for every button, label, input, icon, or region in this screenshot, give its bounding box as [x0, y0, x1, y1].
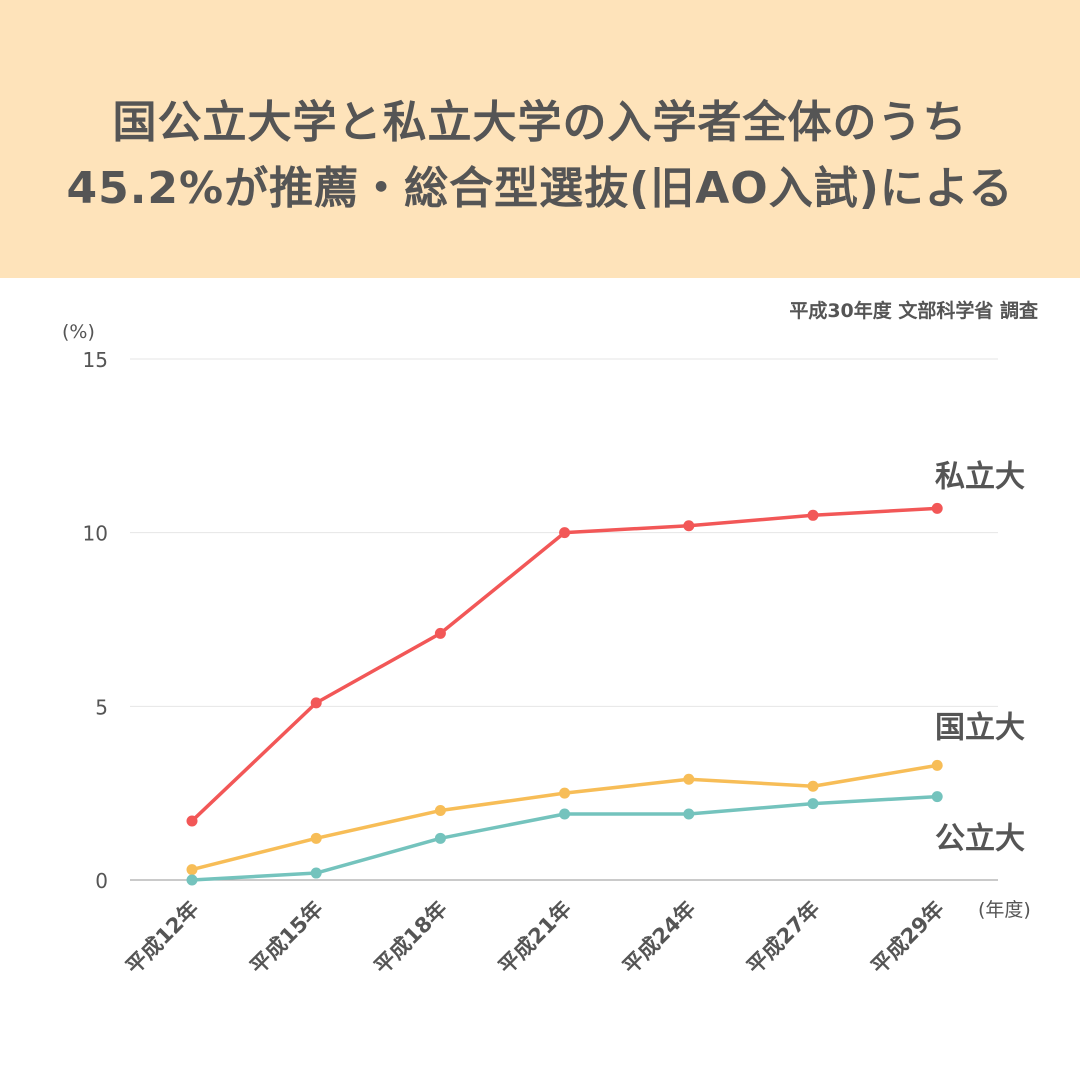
- data-point: [186, 815, 198, 827]
- series-0: [186, 502, 943, 827]
- chart-title-line-1: 国公立大学と私立大学の入学者全体のうち: [112, 97, 968, 148]
- data-point: [683, 773, 695, 785]
- data-point: [186, 864, 198, 876]
- x-tick-label: 平成18年: [370, 897, 452, 979]
- x-tick-label: 平成21年: [494, 897, 576, 979]
- data-point: [683, 808, 695, 820]
- data-point: [186, 874, 198, 886]
- series-2: [186, 791, 943, 886]
- data-point: [310, 832, 322, 844]
- x-tick-label: 平成24年: [618, 897, 700, 979]
- data-point: [807, 798, 819, 810]
- series-label: 国立大: [935, 710, 1025, 745]
- data-point: [807, 509, 819, 521]
- data-point: [434, 627, 446, 639]
- x-tick-label: 平成15年: [246, 897, 328, 979]
- y-tick-label: 0: [95, 869, 108, 893]
- data-point: [807, 780, 819, 792]
- data-point: [310, 697, 322, 709]
- x-tick-label: 平成12年: [121, 897, 203, 979]
- y-tick-label: 15: [83, 348, 108, 372]
- data-point: [683, 520, 695, 532]
- data-point: [559, 787, 571, 799]
- data-point: [310, 867, 322, 879]
- chart-title-line-2: 45.2%が推薦・総合型選抜(旧AO入試)による: [66, 163, 1014, 214]
- series-line: [190, 506, 939, 823]
- series-layer: [186, 502, 943, 886]
- data-point: [931, 759, 943, 771]
- title-banner: 国公立大学と私立大学の入学者全体のうち 45.2%が推薦・総合型選抜(旧AO入試…: [0, 0, 1080, 278]
- y-tick-label: 10: [83, 522, 108, 546]
- data-point: [434, 805, 446, 817]
- x-axis-unit: (年度): [978, 899, 1031, 921]
- y-tick-label: 5: [95, 695, 108, 719]
- data-point: [931, 502, 943, 514]
- y-axis-unit: (%): [62, 321, 95, 343]
- series-label: 公立大: [935, 822, 1025, 857]
- source-note: 平成30年度 文部科学省 調査: [789, 300, 1038, 322]
- series-1: [186, 759, 943, 876]
- series-label: 私立大: [935, 459, 1025, 494]
- data-point: [559, 808, 571, 820]
- data-point: [559, 527, 571, 539]
- data-point: [931, 791, 943, 803]
- x-tick-label: 平成29年: [867, 897, 949, 979]
- x-tick-label: 平成27年: [742, 897, 824, 979]
- data-point: [434, 832, 446, 844]
